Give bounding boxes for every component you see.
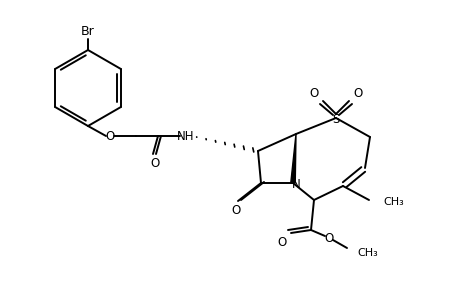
Text: Br: Br [81, 25, 95, 38]
Text: S: S [331, 112, 339, 125]
Text: N: N [291, 178, 300, 190]
Text: CH₃: CH₃ [382, 197, 403, 207]
Text: O: O [150, 157, 159, 169]
Polygon shape [290, 134, 295, 183]
Text: O: O [309, 86, 318, 100]
Text: O: O [105, 130, 114, 142]
Text: O: O [353, 86, 362, 100]
Text: CH₃: CH₃ [356, 248, 377, 258]
Text: NH: NH [177, 130, 194, 142]
Text: O: O [277, 236, 286, 248]
Text: O: O [231, 205, 240, 218]
Text: O: O [324, 232, 333, 244]
